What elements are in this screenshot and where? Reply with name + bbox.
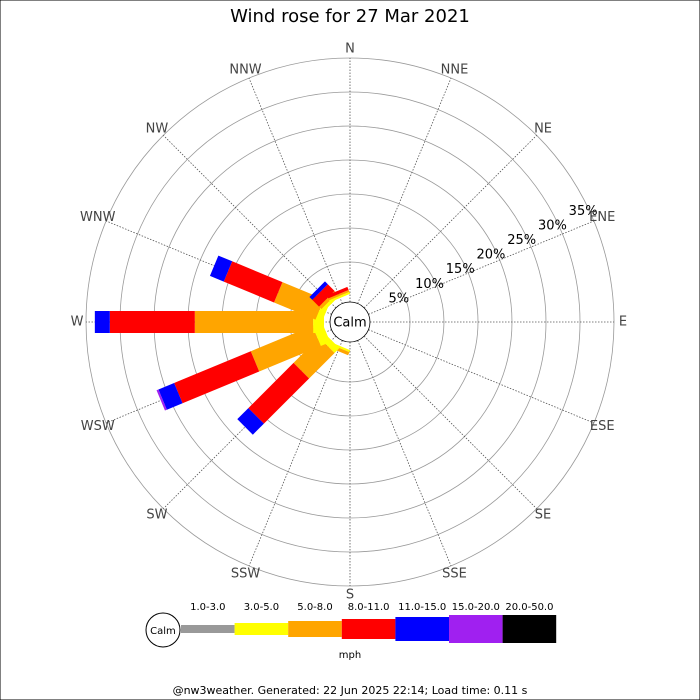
legend-label: 11.0-15.0 [398, 602, 446, 613]
legend-swatch [449, 615, 503, 643]
r-tick-label: 15% [446, 262, 475, 277]
legend-swatch [341, 619, 396, 639]
bar-segment [309, 281, 328, 300]
bar-segment [250, 325, 321, 372]
bar-segment [194, 311, 314, 333]
direction-label: S [346, 588, 354, 603]
direction-label: E [619, 315, 627, 330]
direction-label: N [345, 42, 355, 57]
legend-swatch [288, 621, 342, 637]
footer: @nw3weather. Generated: 22 Jun 2025 22:1… [173, 684, 528, 697]
bar-segment [327, 286, 349, 299]
direction-label: NE [534, 121, 552, 136]
direction-label: NW [146, 121, 169, 136]
bar-segment [223, 261, 283, 303]
r-tick-label: 10% [415, 277, 444, 292]
bar-segment [274, 282, 324, 320]
direction-label: WNW [80, 210, 116, 225]
legend-swatch [181, 625, 235, 633]
legend-calm-circle [145, 612, 181, 648]
bar-segment [237, 408, 264, 435]
direction-label: NNE [441, 62, 469, 77]
r-tick-label: 20% [477, 248, 506, 263]
bar-segment [158, 382, 183, 410]
calm-label: Calm [333, 316, 366, 331]
legend-label: 20.0-50.0 [505, 602, 553, 613]
legend-label: 1.0-3.0 [190, 602, 225, 613]
direction-label: ENE [589, 210, 615, 225]
legend-label: 5.0-8.0 [297, 602, 332, 613]
chart-title: Wind rose for 27 Mar 2021 [230, 6, 470, 27]
bar-segment [174, 351, 260, 404]
r-tick-label: 25% [507, 233, 536, 248]
bar-segment [312, 284, 335, 307]
bar-segment [329, 291, 351, 303]
bar-segment [156, 389, 167, 411]
direction-label: SW [146, 508, 167, 523]
direction-label: W [71, 315, 84, 330]
bar-segment [156, 390, 165, 411]
legend-label: 8.0-11.0 [348, 602, 390, 613]
direction-label: SE [535, 508, 551, 523]
direction-label: NNW [229, 62, 261, 77]
r-tick-label: 35% [569, 204, 598, 219]
legend-label: 3.0-5.0 [244, 602, 279, 613]
bar-segment [293, 337, 335, 379]
bar-segment [109, 311, 195, 333]
direction-label: ESE [590, 419, 615, 434]
legend-swatch [502, 615, 557, 643]
r-tick-label: 30% [538, 219, 567, 234]
direction-label: WSW [81, 419, 115, 434]
bar-segment [328, 290, 350, 301]
bar-segment [248, 362, 310, 424]
legend-swatch [234, 623, 289, 635]
direction-label: SSW [231, 567, 261, 582]
r-tick-label: 5% [388, 291, 409, 306]
legend-units: mph [339, 650, 361, 661]
calm-circle [329, 301, 371, 343]
bar-segment [94, 311, 110, 333]
legend-swatch [395, 617, 449, 641]
legend-calm-label: Calm [150, 626, 176, 637]
bar-segment [209, 255, 233, 282]
legend-label: 15.0-20.0 [452, 602, 500, 613]
direction-label: SSE [442, 567, 467, 582]
